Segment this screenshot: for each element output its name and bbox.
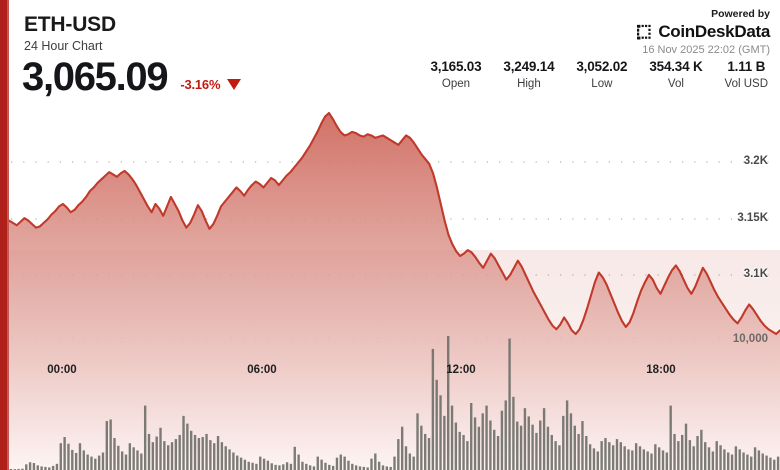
stat-vol: 354.34 K Vol [649, 58, 702, 92]
brand-logo-row[interactable]: CoinDeskData [637, 23, 770, 41]
powered-by-label: Powered by [711, 8, 770, 20]
symbol-title: ETH-USD [24, 13, 116, 36]
coindesk-blocks-icon [637, 24, 651, 39]
brand-block: Powered by [637, 8, 770, 58]
chart-header: ETH-USD 24 Hour Chart 3,065.09 -3.16% Po… [0, 0, 780, 105]
stat-label: Low [591, 78, 613, 90]
stat-low: 3,052.02 Low [576, 58, 627, 92]
price-area-fill [9, 113, 780, 470]
stat-value: 3,052.02 [576, 59, 628, 74]
triangle-down-icon [227, 79, 242, 90]
brand-name: CoinDeskData [658, 22, 770, 41]
stat-label: High [517, 78, 541, 90]
change-percent: -3.16% [180, 77, 221, 92]
chart-subtitle: 24 Hour Chart [24, 39, 103, 53]
price-chart [9, 0, 780, 470]
stat-open: 3,165.03 Open [430, 58, 481, 92]
title-block: ETH-USD 24 Hour Chart [24, 14, 116, 55]
left-accent-bar [0, 0, 9, 470]
stat-value: 1.11 B [727, 59, 766, 74]
price-row: 3,065.09 -3.16% [22, 55, 242, 99]
stats-row: 3,165.03 Open 3,249.14 High 3,052.02 Low 354.3… [430, 58, 768, 92]
price-line [9, 111, 780, 336]
stat-value: 3,165.03 [430, 59, 482, 74]
chart-canvas [9, 111, 780, 470]
stat-label: Vol USD [724, 78, 768, 90]
volume-bars [9, 336, 780, 470]
stat-vol-usd: 1.11 B Vol USD [725, 58, 768, 92]
stat-value: 354.34 K [649, 59, 703, 74]
current-price: 3,065.09 [22, 55, 169, 99]
stat-high: 3,249.14 High [503, 58, 554, 92]
timestamp: 16 Nov 2025 22:02 (GMT) [642, 44, 770, 56]
stat-label: Open [441, 78, 471, 90]
change-group: -3.16% [180, 77, 242, 92]
stat-label: Vol [667, 78, 684, 90]
stat-value: 3,249.14 [503, 59, 555, 74]
